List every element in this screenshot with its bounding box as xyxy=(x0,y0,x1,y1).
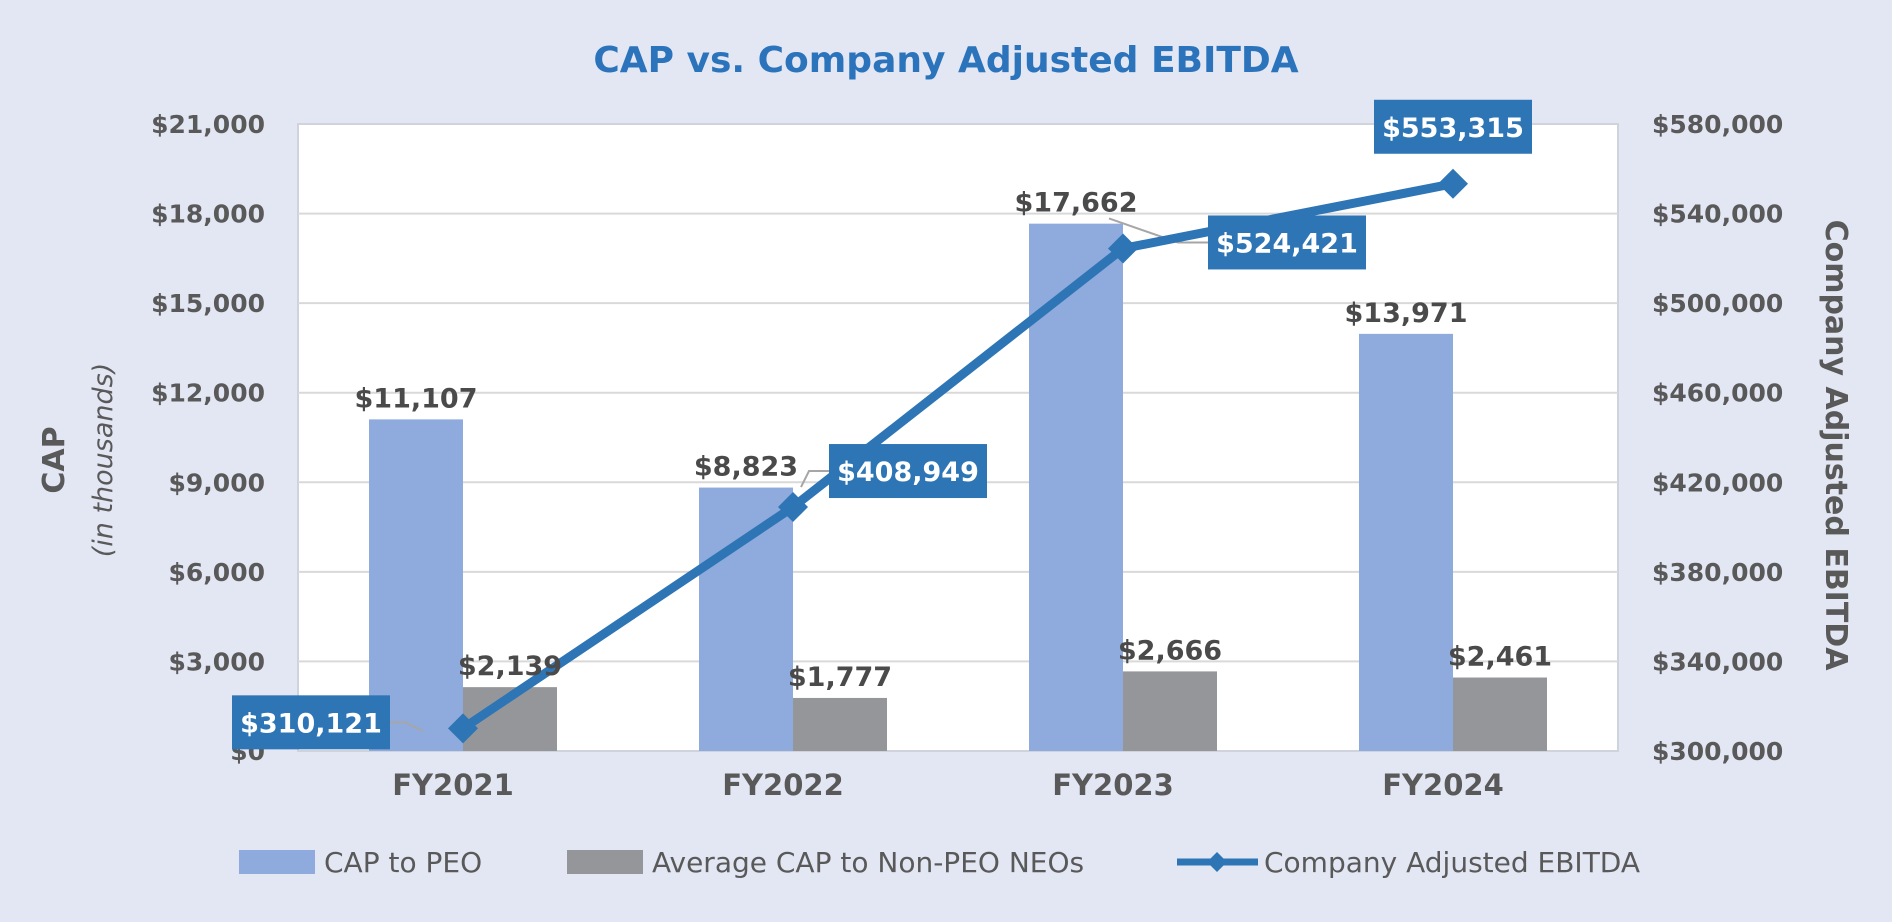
avg-cap-non-peo-value-label: $1,777 xyxy=(788,662,892,693)
cap-to-peo-value-label: $17,662 xyxy=(1015,188,1138,219)
left-axis-label: CAP xyxy=(37,426,72,493)
ebitda-label-box xyxy=(1374,99,1532,154)
cap-to-peo-value-label: $13,971 xyxy=(1345,298,1468,329)
category-label: FY2021 xyxy=(392,768,514,802)
left-axis-sublabel: (in thousands) xyxy=(88,363,119,558)
left-tick-label: $12,000 xyxy=(151,379,265,408)
legend: CAP to PEO Average CAP to Non-PEO NEOs Com… xyxy=(239,846,1640,879)
right-axis-title: Company Adjusted EBITDA xyxy=(1818,220,1853,672)
label-leader-line xyxy=(1108,217,1208,244)
right-axis-label: Company Adjusted EBITDA xyxy=(1818,220,1853,672)
right-tick-label: $300,000 xyxy=(1652,737,1783,766)
ebitda-value-label: $553,315 xyxy=(1382,113,1524,144)
avg-cap-non-peo-value-label: $2,666 xyxy=(1118,635,1222,666)
right-tick-label: $580,000 xyxy=(1652,110,1783,139)
category-labels: FY2021 FY2022 FY2023 FY2024 xyxy=(392,768,1504,802)
avg-cap-non-peo-bar xyxy=(1453,677,1547,751)
bar-data-labels: $11,107 $8,823 $17,662 $13,971 $2,139 $1,777 $… xyxy=(355,188,1553,693)
right-tick-label: $340,000 xyxy=(1652,647,1783,676)
right-tick-label: $380,000 xyxy=(1652,558,1783,587)
legend-swatch-avg-cap xyxy=(567,850,643,874)
leader-lines xyxy=(390,217,1208,732)
left-axis-title: CAP xyxy=(37,426,72,493)
legend-label-cap-to-peo: CAP to PEO xyxy=(324,846,482,879)
avg-cap-non-peo-bar xyxy=(793,697,887,751)
ebitda-marker xyxy=(1438,168,1468,199)
category-label: FY2023 xyxy=(1052,768,1174,802)
legend-label-avg-cap: Average CAP to Non-PEO NEOs xyxy=(652,846,1084,879)
left-tick-label: $21,000 xyxy=(151,110,265,139)
ebitda-marker xyxy=(1108,233,1138,264)
right-tick-label: $460,000 xyxy=(1652,379,1783,408)
category-label: FY2024 xyxy=(1382,768,1504,802)
line-data-labels: $310,121 $408,949 $524,421 $553,315 xyxy=(232,99,1532,750)
ebitda-marker xyxy=(778,492,808,523)
bars xyxy=(369,223,1547,751)
cap-to-peo-value-label: $8,823 xyxy=(694,452,798,483)
left-tick-label: $18,000 xyxy=(151,200,265,229)
left-tick-label: $9,000 xyxy=(169,468,265,497)
right-axis-ticks: $300,000 $340,000 $380,000 $420,000 $460,000… xyxy=(1652,110,1783,766)
right-tick-label: $500,000 xyxy=(1652,289,1783,318)
left-tick-label: $6,000 xyxy=(169,558,265,587)
legend-swatch-ebitda-marker xyxy=(1207,852,1227,872)
ebitda-label-box xyxy=(829,444,987,499)
ebitda-value-label: $524,421 xyxy=(1216,228,1358,259)
left-tick-label: $15,000 xyxy=(151,289,265,318)
chart-title: CAP vs. Company Adjusted EBITDA xyxy=(593,40,1298,81)
cap-to-peo-bar xyxy=(1359,333,1453,751)
label-leader-line xyxy=(800,470,829,488)
avg-cap-non-peo-bar xyxy=(1123,671,1217,751)
left-axis-subtitle: (in thousands) xyxy=(88,363,119,558)
right-tick-label: $420,000 xyxy=(1652,468,1783,497)
legend-label-ebitda: Company Adjusted EBITDA xyxy=(1264,846,1640,879)
left-axis-ticks: $0$3,000$6,000$9,000$12,000$15,000$18,00… xyxy=(151,110,265,766)
cap-to-peo-bar xyxy=(699,487,793,751)
legend-swatch-cap-to-peo xyxy=(239,850,315,874)
ebitda-marker xyxy=(448,713,478,744)
ebitda-label-box xyxy=(1208,215,1366,270)
label-leader-line xyxy=(390,721,424,732)
category-label: FY2022 xyxy=(722,768,844,802)
avg-cap-non-peo-value-label: $2,461 xyxy=(1448,642,1552,673)
ebitda-value-label: $310,121 xyxy=(240,708,382,739)
ebitda-value-label: $408,949 xyxy=(837,457,979,488)
cap-to-peo-bar xyxy=(1029,223,1123,751)
cap-to-peo-value-label: $11,107 xyxy=(355,383,478,414)
ebitda-label-box xyxy=(232,695,390,750)
avg-cap-non-peo-value-label: $2,139 xyxy=(458,651,562,682)
left-tick-label: $3,000 xyxy=(169,647,265,676)
right-tick-label: $540,000 xyxy=(1652,200,1783,229)
